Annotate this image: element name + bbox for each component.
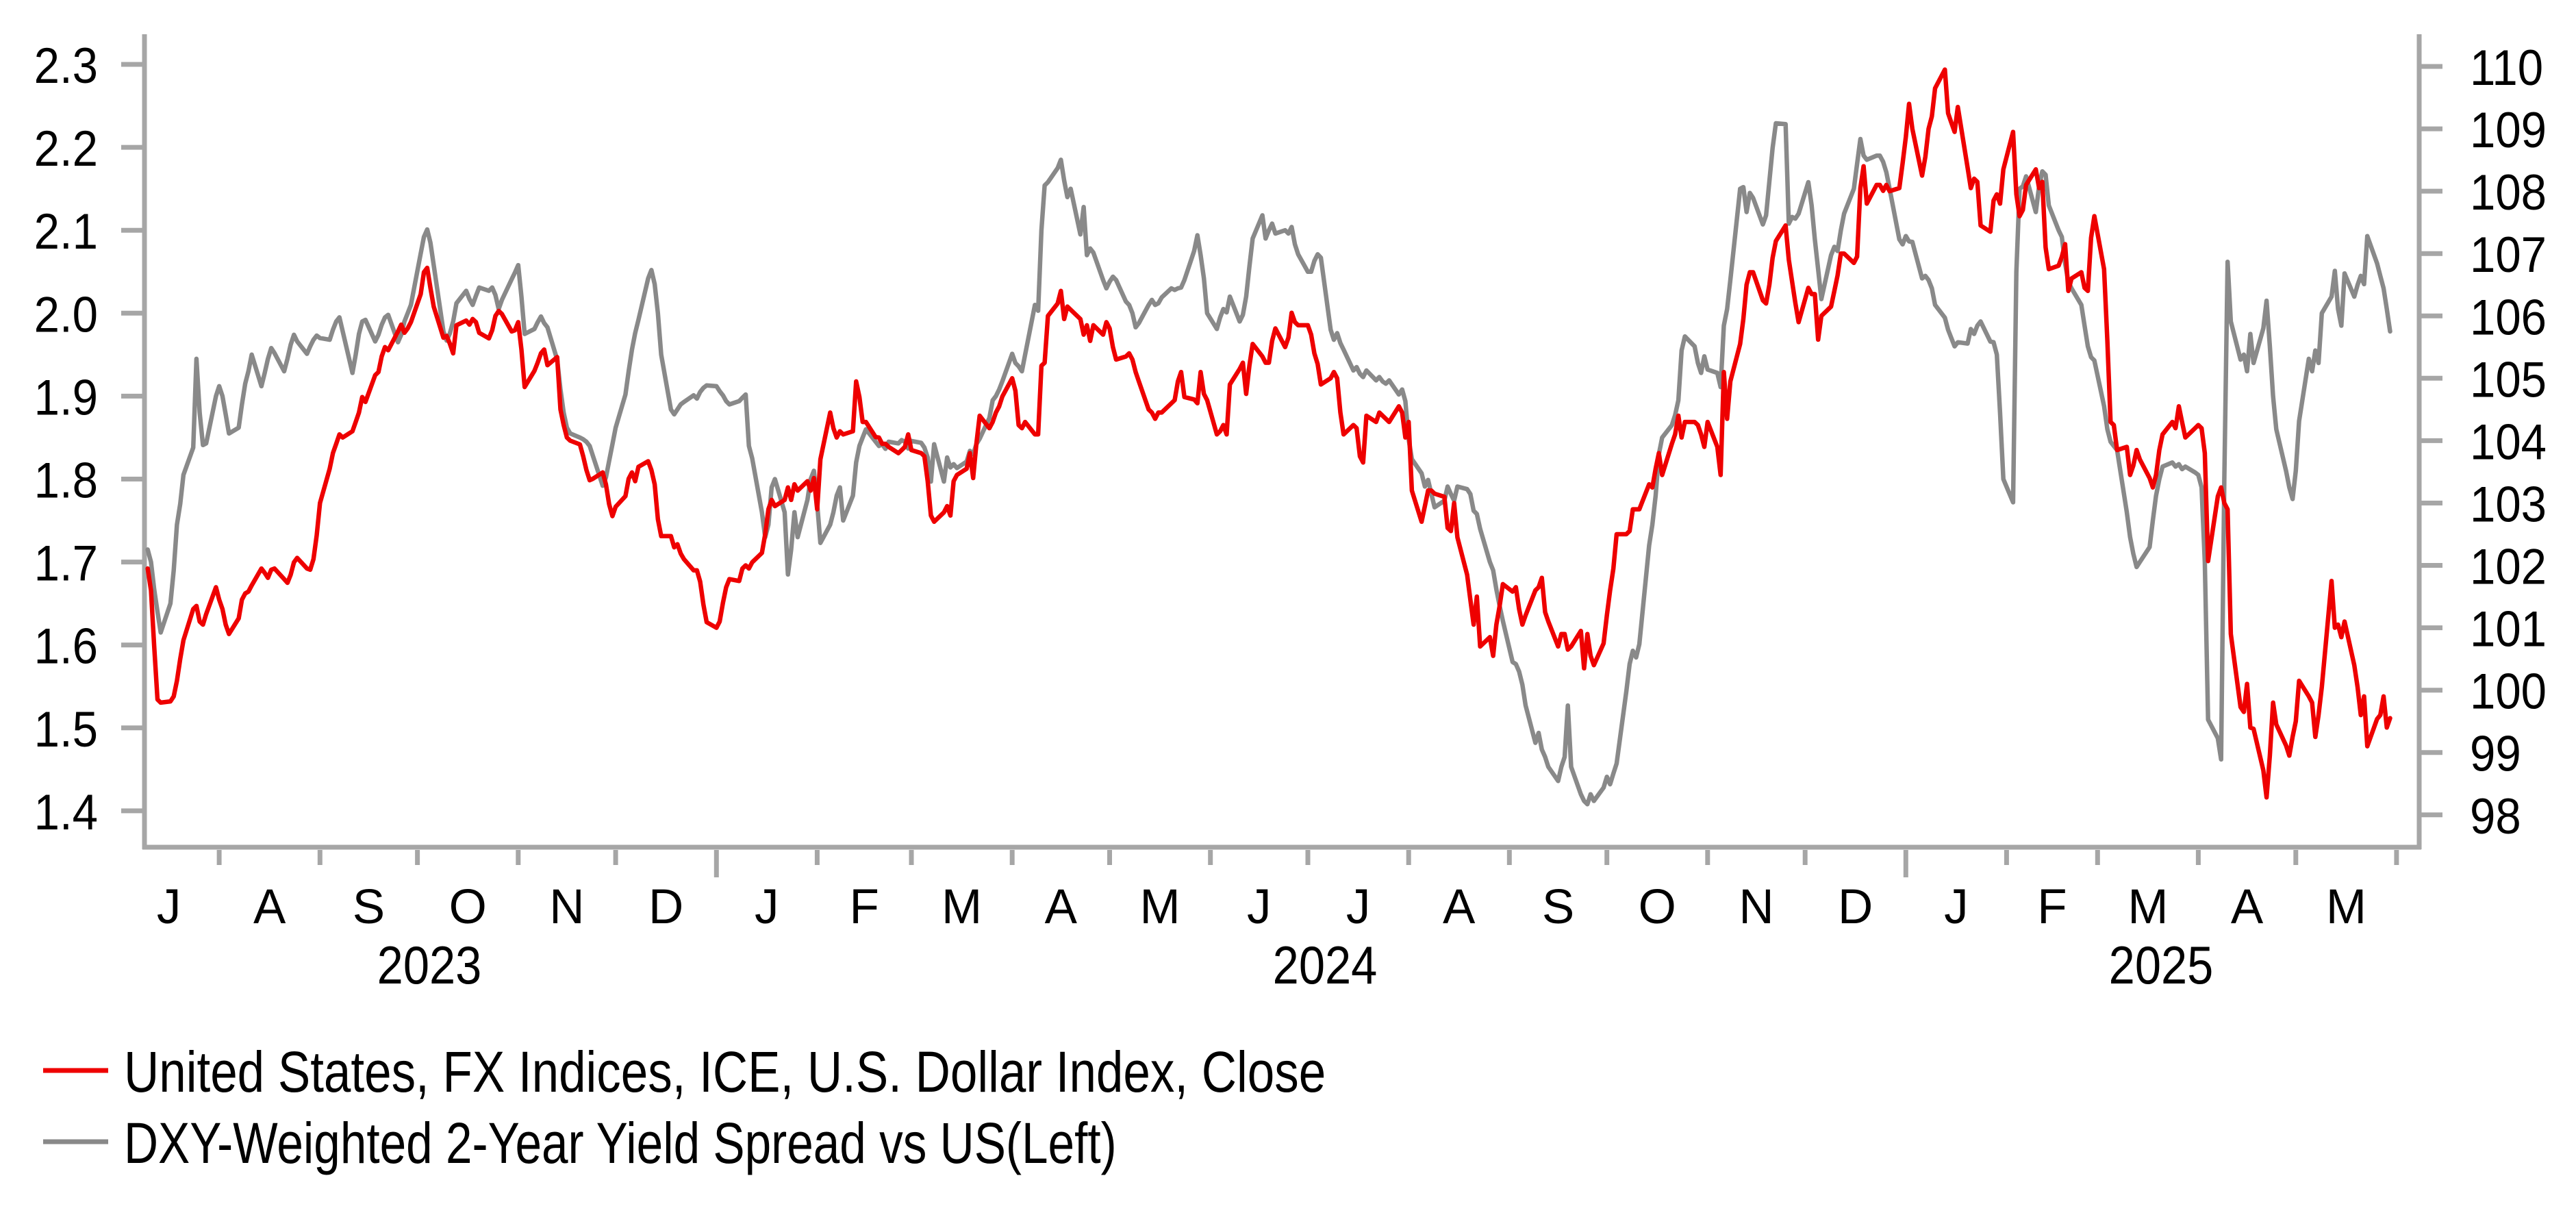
svg-text:A: A	[1443, 880, 1476, 934]
svg-text:105: 105	[2470, 352, 2547, 408]
svg-text:1.5: 1.5	[34, 701, 98, 757]
svg-text:106: 106	[2470, 290, 2547, 345]
svg-text:2023: 2023	[377, 935, 482, 995]
svg-text:102: 102	[2470, 539, 2547, 594]
svg-text:N: N	[1739, 880, 1773, 934]
svg-text:2.1: 2.1	[34, 204, 98, 260]
svg-text:S: S	[1542, 880, 1574, 934]
svg-text:108: 108	[2470, 165, 2547, 221]
svg-text:A: A	[253, 880, 286, 934]
svg-text:F: F	[2037, 880, 2067, 934]
svg-text:M: M	[2326, 880, 2366, 934]
svg-text:110: 110	[2470, 40, 2543, 95]
svg-text:A: A	[1045, 880, 1078, 934]
svg-text:N: N	[549, 880, 584, 934]
svg-text:1.8: 1.8	[34, 453, 98, 508]
svg-text:1.7: 1.7	[34, 536, 98, 591]
svg-text:D: D	[1838, 880, 1873, 934]
svg-text:J: J	[1247, 880, 1272, 934]
svg-text:O: O	[449, 880, 487, 934]
svg-text:2.3: 2.3	[34, 38, 98, 93]
svg-text:M: M	[942, 880, 982, 934]
svg-text:J: J	[1346, 880, 1371, 934]
svg-text:100: 100	[2470, 664, 2547, 719]
svg-text:S: S	[353, 880, 385, 934]
svg-text:99: 99	[2470, 726, 2521, 781]
svg-text:2024: 2024	[1273, 935, 1378, 995]
svg-text:M: M	[2127, 880, 2168, 934]
svg-text:2025: 2025	[2109, 935, 2214, 995]
svg-text:O: O	[1639, 880, 1676, 934]
svg-text:1.6: 1.6	[34, 618, 98, 674]
svg-text:2.2: 2.2	[34, 121, 98, 177]
svg-text:DXY-Weighted 2-Year Yield Spre: DXY-Weighted 2-Year Yield Spread vs US(L…	[124, 1112, 1117, 1176]
svg-text:United States, FX Indices, ICE: United States, FX Indices, ICE, U.S. Dol…	[124, 1040, 1326, 1104]
svg-text:J: J	[755, 880, 779, 934]
svg-text:2.0: 2.0	[34, 287, 98, 342]
svg-text:1.9: 1.9	[34, 370, 98, 425]
svg-text:98: 98	[2470, 788, 2521, 844]
svg-text:J: J	[1944, 880, 1969, 934]
svg-text:J: J	[157, 880, 181, 934]
svg-text:107: 107	[2470, 227, 2547, 283]
svg-text:F: F	[850, 880, 879, 934]
svg-text:104: 104	[2470, 414, 2547, 470]
svg-text:D: D	[648, 880, 683, 934]
svg-text:101: 101	[2470, 601, 2547, 657]
svg-text:1.4: 1.4	[34, 784, 98, 840]
svg-text:103: 103	[2470, 477, 2547, 532]
svg-text:M: M	[1140, 880, 1180, 934]
svg-text:A: A	[2231, 880, 2264, 934]
svg-text:109: 109	[2470, 103, 2547, 158]
